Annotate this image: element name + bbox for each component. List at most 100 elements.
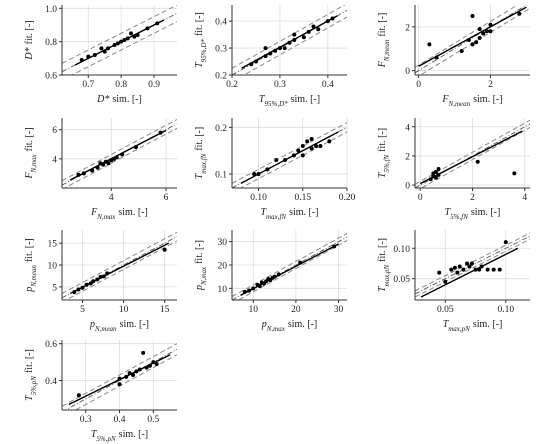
- point: [76, 287, 81, 292]
- point: [95, 277, 100, 282]
- x-tick-label: 0.10: [497, 305, 514, 315]
- point: [306, 29, 311, 34]
- point: [300, 144, 305, 148]
- label-suffix: fit. [-]: [377, 128, 388, 152]
- y-axis-label: pN,mean fit. [-]: [24, 238, 38, 292]
- point: [122, 38, 127, 42]
- y-tick-label: 2: [405, 23, 410, 33]
- x-tick-label: 0.4: [114, 415, 126, 425]
- point: [145, 26, 150, 31]
- point: [90, 168, 95, 173]
- point: [115, 41, 120, 46]
- label-suffix: sim. [-]: [118, 207, 147, 218]
- point: [117, 382, 122, 387]
- label-suffix: sim. [-]: [473, 319, 502, 330]
- label-sub: N,mean: [94, 325, 117, 333]
- label-base: F: [377, 60, 388, 68]
- label-sub: 95%,D*: [200, 39, 208, 63]
- fit-line: [69, 129, 167, 181]
- point: [147, 363, 152, 368]
- point: [436, 167, 441, 172]
- x-tick-label: 4: [522, 193, 527, 203]
- label-sub: max,fN: [200, 153, 208, 173]
- point: [466, 38, 471, 42]
- band-line: [232, 233, 347, 297]
- point: [473, 267, 478, 272]
- x-tick-label: 20: [291, 305, 301, 315]
- band-line: [62, 119, 177, 182]
- panel: 0.3 0.4 0.50.40.6T5%,pN sim. [-]T5%,pNfit. …: [24, 340, 177, 443]
- point: [517, 11, 522, 16]
- point: [428, 177, 433, 182]
- label-sub: N,mean: [448, 100, 471, 108]
- point: [433, 169, 438, 174]
- point: [436, 172, 441, 177]
- point: [84, 282, 89, 287]
- point: [155, 21, 160, 26]
- point: [287, 40, 292, 45]
- band-line: [415, 119, 530, 185]
- x-axis-label: FN,mean sim. [-]: [441, 94, 502, 108]
- identity-line: [64, 348, 177, 410]
- point: [503, 240, 508, 245]
- point: [309, 137, 314, 141]
- y-tick-label: 0.2: [215, 124, 227, 134]
- point: [134, 369, 139, 374]
- label-sub: N,mean: [383, 39, 391, 62]
- label-sub: 5%,fN: [383, 154, 391, 172]
- point: [327, 139, 332, 144]
- point: [455, 270, 460, 275]
- point: [296, 148, 301, 153]
- panel: 0.7 0.8 0.90.60.81.0D* sim. [-]D*fit. [-]: [24, 5, 177, 105]
- point: [119, 39, 124, 44]
- point: [105, 271, 110, 276]
- label-suffix: fit. [-]: [24, 127, 35, 151]
- label-base: T: [377, 285, 388, 292]
- fit-line: [240, 243, 339, 296]
- point: [251, 286, 256, 291]
- reference-lines: [232, 122, 347, 188]
- x-axis-label: FN,max sim. [-]: [90, 207, 148, 221]
- y-axis-label: T95%,D* fit. [-]: [194, 12, 208, 68]
- label-base: T: [259, 94, 266, 105]
- x-tick-label: 5: [80, 305, 85, 315]
- identity-line: [415, 5, 528, 74]
- point: [277, 46, 282, 51]
- x-tick-label: 15: [160, 305, 170, 315]
- point: [247, 288, 252, 293]
- band-line: [237, 240, 347, 300]
- point: [253, 59, 258, 64]
- point: [98, 274, 103, 279]
- label-suffix: fit. [-]: [194, 240, 205, 264]
- label-sub: 5%,pN: [30, 376, 38, 396]
- point: [465, 261, 470, 266]
- x-axis-label: T95%,D* sim. [-]: [259, 94, 320, 108]
- point: [491, 267, 496, 272]
- x-tick-label: 0.15: [294, 193, 311, 203]
- label-base: p: [24, 287, 35, 293]
- label-base: F: [90, 207, 98, 218]
- point: [305, 139, 310, 144]
- x-axis-label: Tmax,pN sim. [-]: [443, 319, 503, 333]
- point: [257, 284, 262, 288]
- x-tick-label: 6: [164, 193, 169, 203]
- label-sub: max,pN: [448, 325, 470, 333]
- point: [443, 279, 448, 284]
- point: [479, 264, 484, 269]
- point: [102, 49, 107, 54]
- y-tick-label: 0: [405, 67, 410, 77]
- label-suffix: sim. [-]: [289, 207, 318, 218]
- label-base: T: [194, 172, 205, 179]
- point: [95, 165, 100, 170]
- label-base: p: [261, 319, 267, 330]
- band-line: [70, 21, 177, 75]
- y-tick-label: 0.05: [393, 275, 410, 285]
- y-tick-label: 0.8: [45, 38, 57, 48]
- point: [467, 264, 472, 269]
- point: [470, 13, 475, 18]
